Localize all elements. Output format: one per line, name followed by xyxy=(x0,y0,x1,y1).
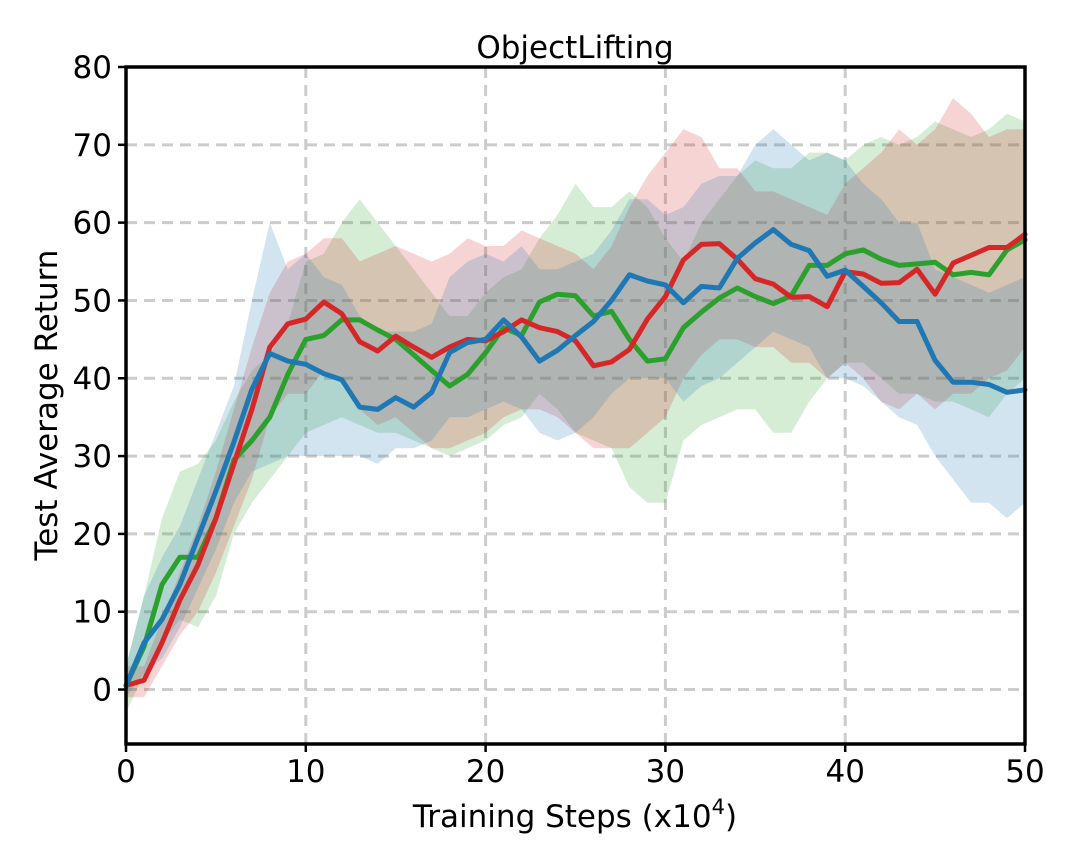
series-line-2 xyxy=(123,231,1028,689)
series-line-3 xyxy=(123,227,1028,689)
x-axis-label-suffix: ) xyxy=(725,799,737,835)
series-line-1 xyxy=(123,237,1028,689)
y-tick-label: 40 xyxy=(73,361,112,397)
plot-frame xyxy=(124,65,1027,746)
x-tick-label: 10 xyxy=(286,754,325,790)
axis-ticks: 0 10 20 30 40 50 0 10 20 30 40 50 60 70 80 xyxy=(73,50,1045,790)
y-tick-label: 70 xyxy=(73,128,112,164)
x-tick-label: 50 xyxy=(1005,754,1044,790)
x-axis-label-superscript: 4 xyxy=(712,795,725,819)
y-tick-label: 50 xyxy=(73,283,112,319)
x-tick-label: 30 xyxy=(646,754,685,790)
x-axis-label-main: Training Steps (x10 xyxy=(412,799,712,835)
y-tick-label: 10 xyxy=(73,595,112,631)
series-lines xyxy=(123,227,1028,689)
series-band-3 xyxy=(126,129,1025,698)
x-tick-label: 0 xyxy=(116,754,136,790)
x-axis-label: Training Steps (x104) xyxy=(412,795,737,835)
y-tick-label: 60 xyxy=(73,206,112,242)
confidence-bands xyxy=(126,98,1025,713)
y-tick-label: 0 xyxy=(92,673,112,709)
grid xyxy=(126,67,1025,744)
x-tick-label: 40 xyxy=(825,754,864,790)
series-band-1 xyxy=(126,113,1025,713)
y-tick-label: 80 xyxy=(73,50,112,86)
y-axis-label: Test Average Return xyxy=(29,250,65,562)
chart-title: ObjectLifting xyxy=(476,30,673,66)
x-tick-label: 20 xyxy=(466,754,505,790)
y-tick-label: 30 xyxy=(73,439,112,475)
y-tick-label: 20 xyxy=(73,517,112,553)
